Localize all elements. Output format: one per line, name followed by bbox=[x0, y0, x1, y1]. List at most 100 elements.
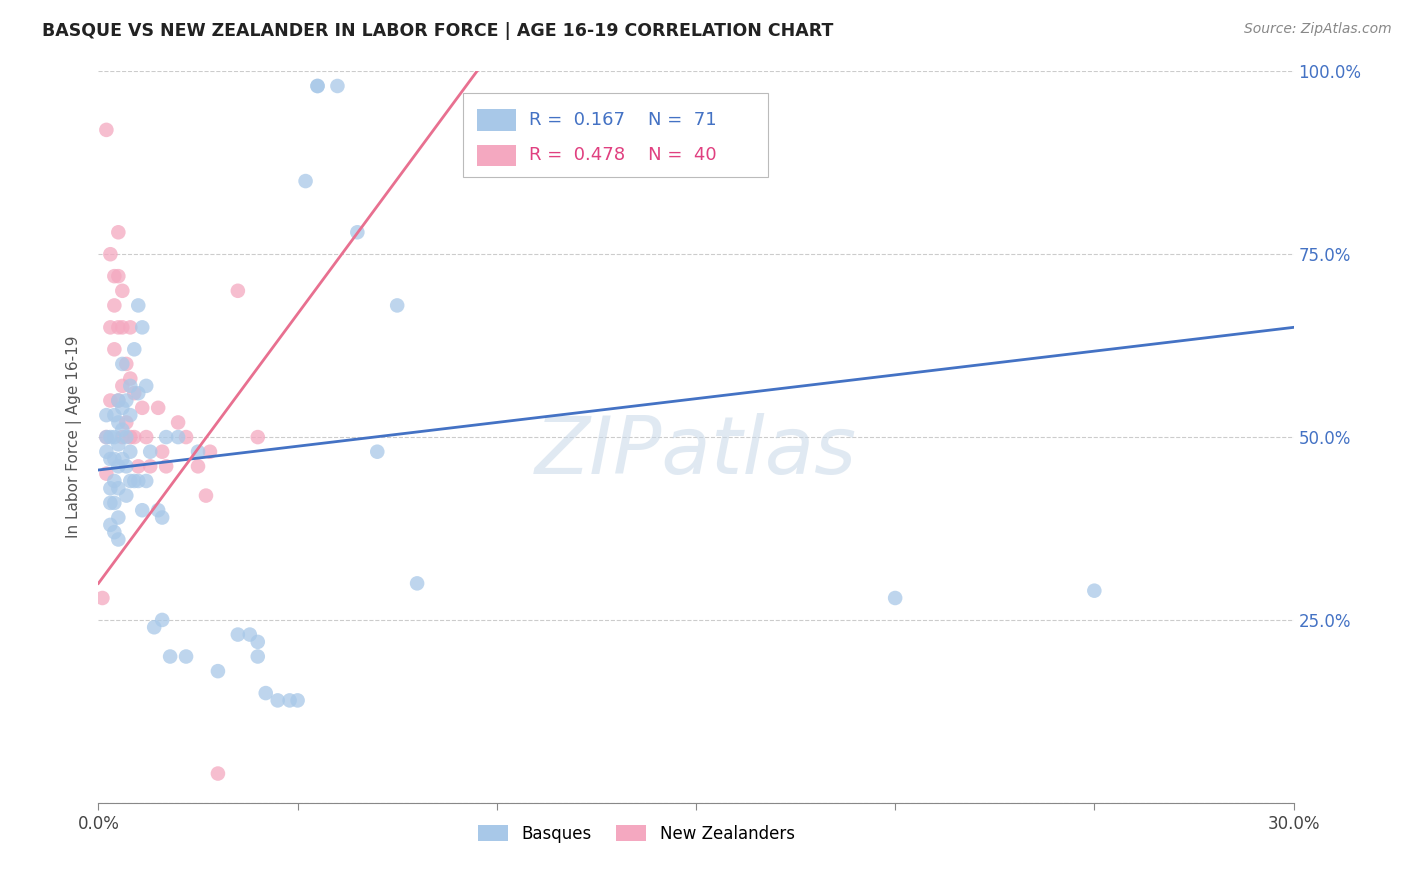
Point bbox=[103, 496, 125, 510]
Point bbox=[96, 467, 118, 481]
Point bbox=[103, 430, 125, 444]
Point bbox=[307, 78, 329, 93]
Point bbox=[131, 503, 153, 517]
Point bbox=[246, 430, 269, 444]
Point bbox=[167, 430, 190, 444]
Point bbox=[107, 269, 129, 284]
Y-axis label: In Labor Force | Age 16-19: In Labor Force | Age 16-19 bbox=[66, 335, 83, 539]
Point bbox=[307, 78, 329, 93]
Point bbox=[150, 613, 173, 627]
Point bbox=[111, 423, 134, 437]
Point bbox=[127, 459, 149, 474]
Point bbox=[115, 416, 138, 430]
Point bbox=[103, 269, 125, 284]
Point bbox=[111, 320, 134, 334]
Point bbox=[103, 525, 125, 540]
Point bbox=[111, 430, 134, 444]
Point bbox=[239, 627, 262, 641]
Point bbox=[96, 444, 118, 458]
Point bbox=[1083, 583, 1105, 598]
Text: ZIPatlas: ZIPatlas bbox=[534, 413, 858, 491]
Point bbox=[131, 401, 153, 415]
Point bbox=[159, 649, 181, 664]
Bar bbox=[477, 110, 516, 131]
Point bbox=[406, 576, 429, 591]
Point bbox=[107, 459, 129, 474]
Point bbox=[96, 123, 118, 137]
Point bbox=[120, 474, 142, 488]
Point bbox=[150, 444, 173, 458]
Point bbox=[143, 620, 166, 634]
Point bbox=[107, 393, 129, 408]
FancyBboxPatch shape bbox=[463, 94, 768, 178]
Point bbox=[148, 401, 170, 415]
Point bbox=[207, 766, 229, 780]
Text: R =  0.478    N =  40: R = 0.478 N = 40 bbox=[529, 146, 716, 164]
Point bbox=[127, 298, 149, 312]
Point bbox=[103, 452, 125, 467]
Point bbox=[103, 474, 125, 488]
Point bbox=[226, 627, 249, 641]
Point bbox=[107, 393, 129, 408]
Point bbox=[98, 247, 122, 261]
Point bbox=[96, 408, 118, 422]
Point bbox=[207, 664, 229, 678]
Point bbox=[98, 517, 122, 532]
Point bbox=[294, 174, 316, 188]
Point bbox=[103, 408, 125, 422]
Point bbox=[124, 474, 146, 488]
Point bbox=[139, 444, 162, 458]
Point bbox=[267, 693, 290, 707]
Point bbox=[98, 481, 122, 495]
Point bbox=[103, 298, 125, 312]
Point bbox=[96, 430, 118, 444]
Point bbox=[884, 591, 907, 605]
Point bbox=[107, 437, 129, 451]
Point bbox=[127, 474, 149, 488]
Point bbox=[120, 379, 142, 393]
Point bbox=[120, 408, 142, 422]
Point bbox=[115, 357, 138, 371]
Point bbox=[120, 371, 142, 385]
Point bbox=[124, 430, 146, 444]
Point bbox=[195, 489, 218, 503]
Point bbox=[366, 444, 388, 458]
Bar bbox=[477, 145, 516, 167]
Point bbox=[111, 357, 134, 371]
Point bbox=[124, 386, 146, 401]
Point bbox=[174, 649, 197, 664]
Point bbox=[120, 444, 142, 458]
Point bbox=[187, 459, 209, 474]
Point bbox=[107, 510, 129, 524]
Point bbox=[150, 510, 173, 524]
Point bbox=[135, 379, 157, 393]
Point bbox=[115, 393, 138, 408]
Point bbox=[98, 452, 122, 467]
Point bbox=[326, 78, 349, 93]
Point bbox=[107, 320, 129, 334]
Point bbox=[167, 416, 190, 430]
Point bbox=[187, 444, 209, 458]
Text: R =  0.167    N =  71: R = 0.167 N = 71 bbox=[529, 112, 716, 129]
Point bbox=[98, 496, 122, 510]
Point bbox=[254, 686, 277, 700]
Text: BASQUE VS NEW ZEALANDER IN LABOR FORCE | AGE 16-19 CORRELATION CHART: BASQUE VS NEW ZEALANDER IN LABOR FORCE |… bbox=[42, 22, 834, 40]
Point bbox=[98, 430, 122, 444]
Point bbox=[103, 343, 125, 357]
Point bbox=[111, 452, 134, 467]
Point bbox=[120, 320, 142, 334]
Point bbox=[131, 320, 153, 334]
Point bbox=[226, 284, 249, 298]
Point bbox=[148, 503, 170, 517]
Point bbox=[174, 430, 197, 444]
Point bbox=[107, 416, 129, 430]
Point bbox=[135, 430, 157, 444]
Point bbox=[127, 386, 149, 401]
Text: Source: ZipAtlas.com: Source: ZipAtlas.com bbox=[1244, 22, 1392, 37]
Point bbox=[124, 343, 146, 357]
Point bbox=[111, 379, 134, 393]
Point bbox=[346, 225, 368, 239]
Point bbox=[111, 401, 134, 415]
Point bbox=[135, 474, 157, 488]
Point bbox=[107, 481, 129, 495]
